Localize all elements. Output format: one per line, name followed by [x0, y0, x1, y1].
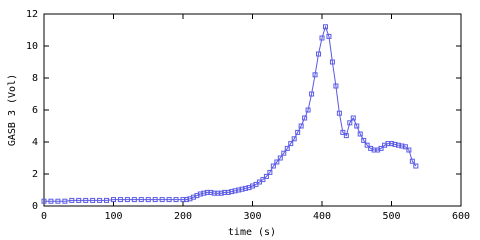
- data-point: [302, 115, 308, 121]
- data-point: [340, 129, 346, 135]
- data-point: [145, 197, 151, 203]
- data-point: [312, 72, 318, 78]
- data-point: [270, 163, 276, 169]
- y-tick-label: 6: [32, 105, 38, 116]
- data-point: [111, 197, 116, 203]
- data-point: [399, 143, 405, 149]
- data-point: [215, 190, 221, 196]
- data-point: [159, 197, 165, 203]
- data-point: [183, 197, 189, 203]
- data-point: [222, 189, 228, 195]
- data-point: [97, 197, 103, 203]
- x-tick-label: 600: [452, 211, 470, 222]
- data-point: [62, 198, 68, 204]
- data-point: [336, 110, 342, 116]
- data-point: [225, 189, 231, 195]
- data-point: [90, 197, 96, 203]
- data-point: [402, 144, 408, 150]
- data-point: [201, 190, 207, 196]
- data-point: [378, 145, 384, 151]
- data-point: [305, 107, 311, 113]
- data-point: [236, 187, 242, 193]
- x-tick-label: 400: [313, 211, 331, 222]
- data-point: [76, 197, 82, 203]
- data-point: [347, 120, 353, 126]
- data-point: [218, 190, 224, 196]
- data-point: [104, 197, 110, 203]
- data-point: [357, 131, 363, 137]
- y-tick-label: 2: [32, 169, 38, 180]
- data-point: [208, 189, 214, 195]
- data-point: [298, 123, 304, 129]
- x-tick-label: 300: [243, 211, 261, 222]
- data-point: [243, 185, 249, 191]
- data-point: [409, 158, 415, 164]
- data-point: [343, 133, 349, 139]
- data-point: [295, 129, 301, 135]
- data-point: [260, 177, 266, 183]
- data-point: [131, 197, 137, 203]
- data-point: [316, 51, 322, 57]
- data-point: [166, 197, 172, 203]
- data-point: [274, 159, 280, 165]
- data-point: [117, 197, 123, 203]
- data-point: [83, 197, 89, 203]
- data-point: [277, 155, 283, 161]
- data-point: [48, 198, 54, 204]
- data-point: [173, 197, 179, 203]
- data-point: [180, 197, 186, 203]
- data-point: [329, 59, 335, 65]
- data-point: [371, 147, 377, 153]
- x-tick-label: 200: [174, 211, 192, 222]
- y-tick-label: 10: [26, 41, 38, 52]
- data-point: [229, 189, 235, 195]
- data-point: [239, 186, 245, 192]
- data-point: [152, 197, 158, 203]
- data-point: [69, 197, 75, 203]
- data-point: [211, 190, 217, 196]
- data-point: [354, 123, 360, 129]
- y-tick-label: 12: [26, 9, 38, 20]
- data-point: [364, 142, 370, 148]
- x-tick-label: 100: [104, 211, 122, 222]
- data-point: [309, 91, 315, 97]
- data-point: [124, 197, 130, 203]
- y-tick-label: 4: [32, 137, 38, 148]
- data-point: [55, 198, 61, 204]
- x-tick-label: 500: [382, 211, 400, 222]
- data-point: [326, 33, 332, 39]
- y-tick-label: 8: [32, 73, 38, 84]
- data-point: [291, 136, 297, 142]
- data-point: [361, 137, 367, 143]
- series-line: [44, 25, 417, 202]
- y-axis-label: GASB 3 (Vol): [7, 74, 18, 146]
- data-point: [319, 35, 325, 41]
- x-axis-label: time (s): [228, 227, 276, 238]
- y-tick-label: 0: [32, 201, 38, 212]
- data-point: [138, 197, 144, 203]
- data-point: [281, 150, 287, 156]
- plot-frame: [43, 13, 462, 207]
- data-point: [288, 141, 294, 147]
- data-point: [267, 169, 273, 175]
- data-point: [413, 163, 419, 169]
- data-point: [392, 141, 398, 147]
- data-point: [406, 147, 412, 153]
- data-point: [232, 188, 238, 194]
- data-point: [322, 24, 328, 30]
- data-point: [333, 83, 339, 89]
- data-point: [284, 145, 290, 151]
- data-point: [389, 141, 394, 147]
- data-point: [385, 141, 391, 147]
- data-point: [350, 115, 356, 121]
- data-point: [263, 173, 269, 179]
- data-point: [204, 189, 210, 195]
- x-tick-label: 0: [41, 211, 47, 222]
- data-point: [395, 142, 401, 148]
- data-point: [197, 191, 203, 197]
- data-point: [41, 198, 47, 204]
